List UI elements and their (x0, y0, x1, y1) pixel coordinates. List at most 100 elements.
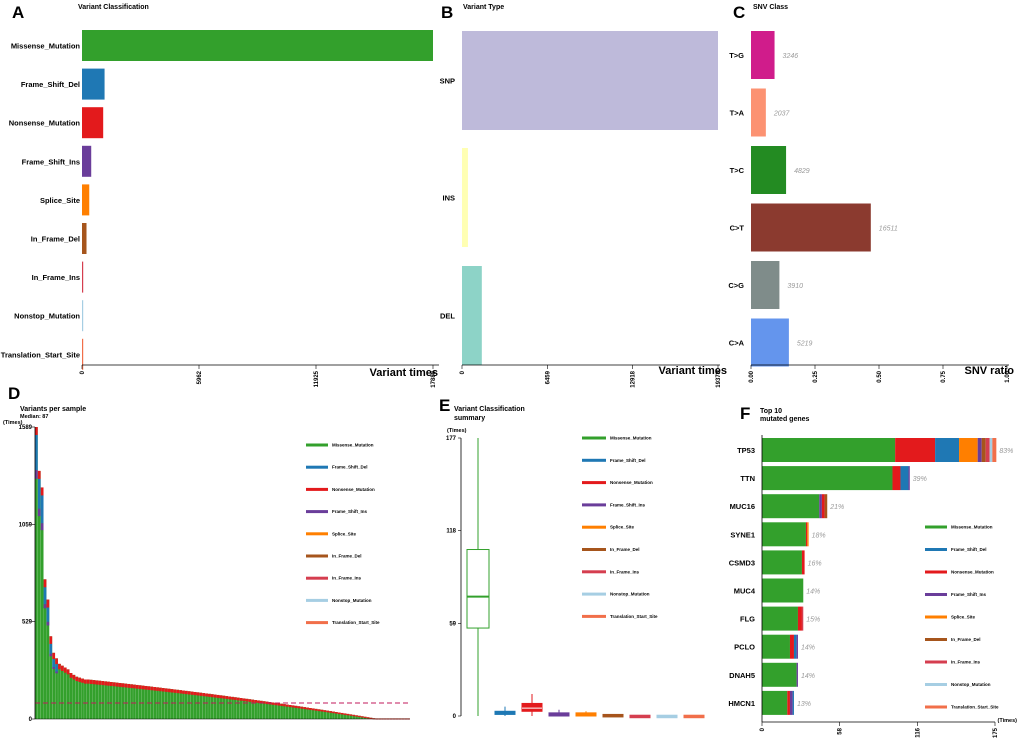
gene-pct-label: 18% (812, 532, 826, 539)
sample-bar (112, 682, 116, 719)
sample-bar (236, 697, 240, 719)
legend-swatch-in-frame-del (582, 548, 606, 551)
sample-bar-top (202, 693, 206, 697)
sample-bar-top (329, 711, 332, 713)
sample-bar (208, 693, 211, 719)
sample-bar (127, 683, 131, 719)
sample-bar (104, 681, 107, 719)
sample-bar-top (271, 702, 275, 705)
x-tick-label: 0 (460, 370, 466, 374)
category-label: In_Frame_Del (31, 235, 80, 244)
sample-bar-top (349, 714, 353, 716)
bar-frame-shift-del (82, 68, 105, 100)
y-tick-label: 1589 (19, 425, 33, 431)
sample-bar (86, 679, 90, 719)
panel-c-label: C (733, 3, 745, 22)
sample-bar (35, 427, 38, 719)
sample-bar (245, 698, 249, 719)
sample-bar (242, 698, 246, 719)
gene-bar-pclo (762, 634, 798, 659)
sample-bar-top (95, 680, 99, 685)
gene-label: CSMD3 (729, 558, 755, 567)
segment-missense-mutation (762, 466, 893, 491)
segment-nonsense-mutation (821, 494, 825, 519)
sample-bar-top (124, 683, 128, 688)
panel-e: E Variant Classification summary (Times)… (439, 396, 705, 720)
x-tick-label: 19378 (716, 370, 722, 387)
sample-bar-top (306, 707, 309, 710)
sample-bar-top (118, 682, 122, 687)
gene-pct-label: 13% (797, 701, 811, 708)
sample-bar-top (121, 683, 125, 688)
data-label: 5219 (797, 341, 813, 348)
sample-bar-fsins (35, 470, 38, 479)
sample-bar-top (130, 684, 133, 689)
sample-bar (222, 695, 226, 719)
legend-swatch-nonstop-mutation (925, 683, 947, 686)
legend-swatch-splice-site (582, 525, 606, 529)
gene-label: HMCN1 (728, 699, 755, 708)
sample-bar-top (164, 688, 168, 692)
legend-swatch-missense-mutation (925, 525, 947, 529)
box-nonstop-mutation (656, 714, 678, 719)
sample-bar-fsdel (40, 495, 44, 524)
sample-bar (133, 684, 136, 719)
box-translation-start-site (683, 714, 705, 719)
sample-bar-top (340, 712, 344, 715)
sample-bar (260, 700, 263, 719)
sample-bar (60, 665, 64, 719)
sample-bar (135, 684, 139, 719)
sample-bar-top (66, 669, 70, 675)
segment-nonsense-mutation (789, 634, 794, 659)
sample-bar (179, 690, 182, 719)
sample-bar-top (352, 714, 356, 717)
legend-label: Frame_Shift_Del (951, 547, 987, 552)
legend-swatch-frame-shift-del (306, 465, 328, 469)
legend-label: Translation_Start_Site (951, 705, 999, 710)
x-tick-label: 0.75 (941, 370, 947, 382)
legend-swatch-splice-site (306, 532, 328, 536)
sample-bar-top (159, 687, 162, 692)
sample-bar (124, 683, 128, 719)
sample-bar-top (363, 716, 367, 718)
segment-nonsense-mutation (895, 438, 936, 462)
panel-e-title: Variant Classification (454, 406, 525, 413)
sample-bar-top (260, 700, 263, 704)
sample-bar-top (156, 687, 159, 691)
sample-bar-fsdel (52, 659, 56, 668)
sample-bar-top (355, 715, 358, 717)
segment-translation-start-site (992, 438, 997, 462)
sample-bar-fsins (55, 671, 58, 674)
legend-swatch-nonsense-mutation (582, 481, 606, 485)
gene-pct-label: 14% (801, 645, 815, 652)
category-label: T>A (730, 109, 745, 118)
sample-bar (210, 694, 214, 719)
sample-bar-top (288, 704, 292, 708)
legend-label: Frame_Shift_Ins (951, 592, 987, 597)
sample-bar (144, 685, 148, 719)
sample-bar-top (167, 688, 171, 693)
sample-bar-top (343, 713, 347, 715)
panel-f-x-unit: (Times) (998, 718, 1018, 724)
legend-label: Frame_Shift_Ins (332, 509, 368, 514)
x-tick-label: 6459 (545, 370, 551, 384)
sample-bar-top (185, 690, 188, 695)
segment-splice-site (807, 522, 809, 547)
y-tick-label: 1059 (19, 522, 33, 528)
segment-missense-mutation (762, 606, 798, 631)
sample-bar-top (346, 713, 350, 716)
gene-label: TP53 (737, 446, 755, 455)
sample-bar (170, 689, 174, 719)
legend-swatch-translation-start-site (306, 621, 328, 625)
box-body (466, 549, 490, 629)
sample-bar (121, 683, 125, 719)
category-label: Splice_Site (40, 196, 80, 205)
sample-bar (110, 682, 113, 719)
gene-bar-muc4 (762, 578, 804, 603)
gene-pct-label: 14% (801, 673, 815, 680)
legend-swatch-in-frame-ins (306, 576, 328, 580)
sample-bar-top (222, 695, 226, 699)
sample-bar (254, 700, 257, 719)
sample-bar-top (135, 684, 139, 689)
x-tick-label: 116 (915, 727, 921, 737)
